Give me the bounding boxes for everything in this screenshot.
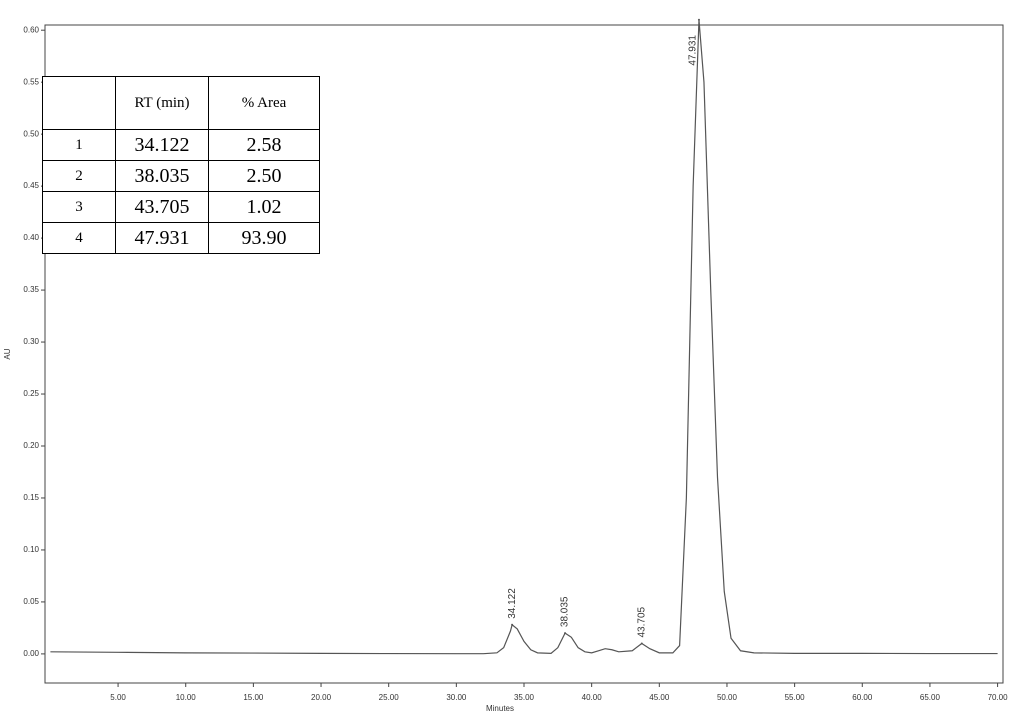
x-tick-label: 10.00 bbox=[176, 693, 197, 702]
y-tick-label: 0.60 bbox=[23, 25, 39, 34]
table-cell: 47.931 bbox=[115, 222, 209, 254]
y-tick-label: 0.00 bbox=[23, 649, 39, 658]
x-tick-label: 15.00 bbox=[243, 693, 264, 702]
peak-marker bbox=[640, 642, 643, 645]
y-tick-label: 0.05 bbox=[23, 597, 39, 606]
table-header: RT (min)% Area bbox=[42, 76, 320, 130]
x-tick-label: 65.00 bbox=[920, 693, 941, 702]
y-tick-label: 0.45 bbox=[23, 181, 39, 190]
x-tick-label: 40.00 bbox=[582, 693, 603, 702]
y-tick-label: 0.25 bbox=[23, 389, 39, 398]
table-cell: 43.705 bbox=[115, 191, 209, 223]
x-tick-label: 25.00 bbox=[379, 693, 400, 702]
peak-label: 47.931 bbox=[688, 35, 699, 66]
table-cell: 1.02 bbox=[208, 191, 320, 223]
y-tick-label: 0.10 bbox=[23, 545, 39, 554]
table-cell: 2.50 bbox=[208, 160, 320, 192]
y-tick-label: 0.40 bbox=[23, 233, 39, 242]
table-cell: 2.58 bbox=[208, 129, 320, 161]
table-row: 2 38.035 2.50 bbox=[42, 160, 320, 192]
table-cell: 4 bbox=[42, 222, 116, 254]
peak-label: 34.122 bbox=[507, 588, 518, 619]
x-tick-label: 50.00 bbox=[717, 693, 738, 702]
peak-marker bbox=[511, 623, 514, 626]
table-cell: 1 bbox=[42, 129, 116, 161]
y-tick-label: 0.55 bbox=[23, 77, 39, 86]
y-tick-label: 0.15 bbox=[23, 493, 39, 502]
x-tick-label: 55.00 bbox=[785, 693, 806, 702]
x-axis-label: Minutes bbox=[486, 704, 514, 713]
y-axis-label: AU bbox=[3, 348, 12, 359]
peak-label: 43.705 bbox=[636, 606, 647, 637]
x-tick-label: 20.00 bbox=[311, 693, 332, 702]
header-cell: % Area bbox=[208, 76, 320, 130]
header-cell: RT (min) bbox=[115, 76, 209, 130]
y-tick-label: 0.50 bbox=[23, 129, 39, 138]
peak-marker bbox=[697, 18, 700, 21]
y-tick-label: 0.35 bbox=[23, 285, 39, 294]
x-tick-label: 35.00 bbox=[514, 693, 535, 702]
x-tick-label: 70.00 bbox=[988, 693, 1009, 702]
table-cell: 34.122 bbox=[115, 129, 209, 161]
y-tick-label: 0.30 bbox=[23, 337, 39, 346]
table-row: 3 43.705 1.02 bbox=[42, 191, 320, 223]
table-cell: 3 bbox=[42, 191, 116, 223]
table-row: 4 47.931 93.90 bbox=[42, 222, 320, 254]
header-cell bbox=[42, 76, 116, 130]
table-cell: 2 bbox=[42, 160, 116, 192]
peak-marker bbox=[564, 632, 567, 635]
chromatogram-trace bbox=[50, 19, 998, 655]
x-tick-label: 5.00 bbox=[110, 693, 126, 702]
results-table: RT (min)% Area 1 34.122 2.58 2 38.035 2.50 3 43… bbox=[42, 76, 320, 254]
x-tick-label: 60.00 bbox=[852, 693, 873, 702]
peak-label: 38.035 bbox=[560, 596, 571, 627]
table-cell: 38.035 bbox=[115, 160, 209, 192]
x-tick-label: 30.00 bbox=[446, 693, 467, 702]
y-tick-label: 0.20 bbox=[23, 441, 39, 450]
x-tick-label: 45.00 bbox=[649, 693, 670, 702]
table-cell: 93.90 bbox=[208, 222, 320, 254]
table-row: 1 34.122 2.58 bbox=[42, 129, 320, 161]
